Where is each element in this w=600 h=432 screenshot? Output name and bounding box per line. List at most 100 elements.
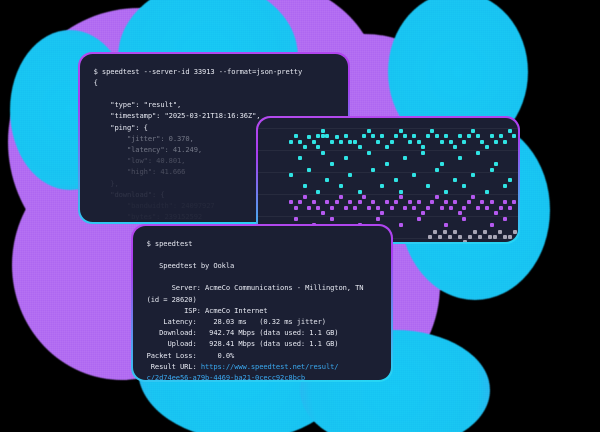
terminal-line: "jitter": 0.370, — [93, 133, 194, 143]
terminal-line: "high": 41.666 — [93, 167, 186, 177]
graph-dot — [379, 210, 384, 215]
result-terminal-body: $ speedtest Speedtest by Ookla Server: A… — [132, 225, 392, 381]
graph-dot — [297, 199, 302, 204]
graph-dot — [502, 234, 507, 239]
latency-dot-graph-terminal[interactable] — [256, 116, 520, 244]
graph-dot — [425, 133, 430, 138]
graph-dot — [432, 229, 437, 234]
speedtest-result-terminal[interactable]: $ speedtest Speedtest by Ookla Server: A… — [131, 224, 393, 382]
terminal-line: Packet Loss: 0.0% — [146, 350, 235, 360]
graph-dot — [484, 205, 489, 210]
graph-dot — [343, 205, 348, 210]
graph-dot — [389, 205, 394, 210]
graph-dot — [370, 199, 375, 204]
result-url-link-part2[interactable]: c/2d74ee56-a79b-4469-ba21-0cecc92c8bcb — [146, 373, 306, 381]
graph-dot — [306, 167, 311, 172]
graph-dot — [448, 205, 453, 210]
graph-dot — [452, 229, 457, 234]
graph-gridline — [257, 149, 519, 151]
terminal-line: "bandwidth": 24097927 — [93, 201, 215, 211]
graph-dot — [466, 199, 471, 204]
graph-dot — [482, 229, 487, 234]
graph-dot — [447, 234, 452, 239]
graph-dot — [288, 172, 293, 177]
graph-dot — [320, 128, 325, 133]
terminal-line: ISP: AcmeCo Internet — [146, 305, 268, 315]
result-url-line: Result URL: https://www.speedtest.net/re… — [147, 361, 378, 372]
terminal-line — [94, 88, 335, 99]
graph-dot — [512, 229, 517, 234]
graph-dot — [343, 155, 348, 160]
graph-dot — [502, 199, 507, 204]
graph-dot — [393, 133, 398, 138]
graph-dot — [324, 133, 329, 138]
graph-dot — [466, 133, 471, 138]
graph-dot — [347, 139, 352, 144]
graph-dot — [384, 144, 389, 149]
graph-dot — [452, 177, 457, 182]
graph-dot — [352, 139, 357, 144]
graph-dot — [452, 199, 457, 204]
terminal-line: "type": "result", — [93, 100, 182, 110]
result-url-label: Result URL: — [146, 361, 201, 371]
graph-dot — [366, 205, 371, 210]
terminal-line: Latency: 28.03 ms (0.32 ms jitter) — [146, 316, 326, 326]
graph-dot — [398, 194, 403, 199]
graph-dot — [457, 133, 462, 138]
graph-dot — [439, 161, 444, 166]
graph-dot — [420, 150, 425, 155]
graph-dot — [375, 139, 380, 144]
graph-dot — [293, 216, 298, 221]
graph-dot — [407, 139, 412, 144]
graph-dot — [437, 234, 442, 239]
terminal-line: $ speedtest — [146, 238, 193, 248]
graph-dot — [343, 133, 348, 138]
json-terminal-lines: $ speedtest --server-id 33913 --format=j… — [94, 66, 335, 223]
graph-dot — [320, 210, 325, 215]
graph-dot — [416, 216, 421, 221]
result-url-link-part1[interactable]: https://www.speedtest.net/result/ — [200, 361, 339, 371]
graph-dot — [288, 199, 293, 204]
graph-dot — [384, 199, 389, 204]
terminal-line: "low": 40.801, — [93, 156, 186, 166]
graph-dot — [443, 189, 448, 194]
graph-dot — [379, 133, 384, 138]
graph-dot — [489, 199, 494, 204]
graph-dot — [457, 234, 462, 239]
graph-dot — [306, 205, 311, 210]
graph-dot — [375, 205, 380, 210]
terminal-line: Download: 942.74 Mbps (data used: 1.1 GB… — [146, 328, 339, 338]
graph-dot — [429, 128, 434, 133]
terminal-line: $ speedtest --server-id 33913 --format=j… — [93, 66, 303, 76]
graph-dot — [448, 139, 453, 144]
graph-dot — [461, 183, 466, 188]
graph-dot — [402, 133, 407, 138]
graph-dot — [366, 150, 371, 155]
graph-dot — [324, 199, 329, 204]
graph-dot — [484, 189, 489, 194]
terminal-line: }, — [93, 178, 119, 188]
graph-dot — [517, 234, 519, 239]
graph-dot — [443, 133, 448, 138]
graph-gridline — [257, 171, 519, 173]
graph-dot — [502, 139, 507, 144]
graph-dot — [511, 199, 516, 204]
graph-dot — [425, 205, 430, 210]
graph-dot — [315, 144, 320, 149]
graph-gridline — [257, 215, 519, 217]
graph-dot — [338, 194, 343, 199]
graph-dot — [439, 205, 444, 210]
terminal-line: { — [93, 77, 98, 87]
graph-dot — [320, 133, 325, 138]
graph-dot — [315, 133, 320, 138]
graph-dot — [370, 133, 375, 138]
graph-dot — [427, 234, 432, 239]
graph-dot — [347, 199, 352, 204]
graph-dot — [379, 183, 384, 188]
graph-dot — [507, 205, 512, 210]
graph-dot — [439, 139, 444, 144]
graph-dot — [389, 139, 394, 144]
graph-dot — [398, 128, 403, 133]
graph-dot — [315, 205, 320, 210]
